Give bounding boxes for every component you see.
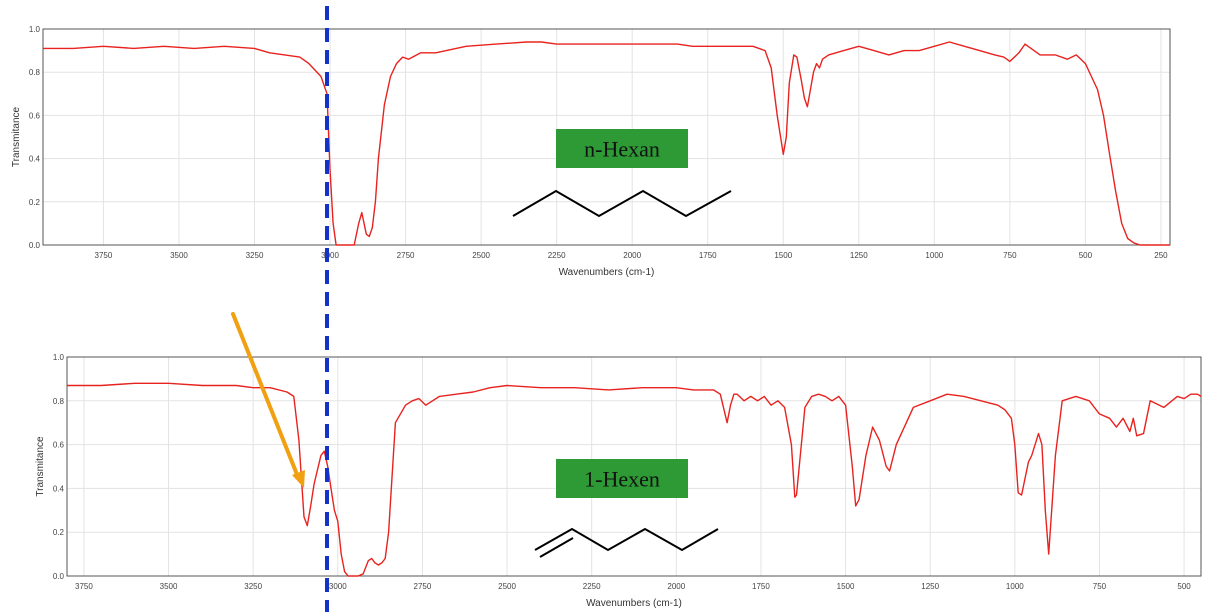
x-tick-label: 1750	[699, 251, 717, 260]
annotation-arrow-head	[292, 470, 305, 488]
plot-frame	[66, 356, 1202, 577]
x-tick-label: 3000	[321, 251, 339, 260]
x-tick-label: 3000	[329, 582, 347, 591]
compound-label-box	[556, 129, 688, 168]
spectrum-line	[67, 382, 1201, 577]
x-tick-label: 250	[1154, 251, 1168, 260]
y-tick-label: 0.8	[53, 397, 65, 406]
compound-label: n-Hexan	[584, 137, 660, 162]
y-tick-label: 0.4	[53, 484, 65, 493]
compound-label-box	[556, 459, 688, 498]
x-tick-label: 2500	[498, 582, 516, 591]
x-tick-label: 3500	[170, 251, 188, 260]
y-tick-label: 0.2	[53, 528, 65, 537]
plot-frame	[42, 28, 1171, 246]
x-tick-label: 2250	[583, 582, 601, 591]
x-tick-label: 3250	[244, 582, 262, 591]
x-tick-label: 3750	[75, 582, 93, 591]
x-tick-label: 1000	[1006, 582, 1024, 591]
y-tick-label: 0.8	[29, 68, 41, 77]
x-tick-label: 1500	[837, 582, 855, 591]
x-tick-label: 2250	[548, 251, 566, 260]
y-tick-label: 0.6	[29, 111, 41, 120]
x-tick-label: 750	[1093, 582, 1107, 591]
y-tick-label: 0.0	[53, 572, 65, 581]
y-axis-title: Transmitance	[11, 106, 22, 167]
x-tick-label: 1250	[921, 582, 939, 591]
x-tick-label: 1500	[774, 251, 792, 260]
x-tick-label: 2750	[397, 251, 415, 260]
n-hexan-spectrum-chart: 3750 3500 3250 3000 2750 2500 2250 2000 1750 1500…	[11, 25, 1171, 278]
x-tick-label: 500	[1177, 582, 1191, 591]
x-tick-label: 2500	[472, 251, 490, 260]
compound-label: 1-Hexen	[584, 467, 660, 492]
annotation-overlay	[231, 6, 330, 612]
1-hexen-spectrum-chart: 3750 3500 3250 3000 2750 2500 2250 2000 1750 1500…	[35, 353, 1202, 609]
x-tick-label: 3250	[246, 251, 264, 260]
x-tick-label: 750	[1003, 251, 1017, 260]
y-tick-label: 1.0	[29, 25, 41, 34]
x-axis-title: Wavenumbers (cm-1)	[586, 598, 682, 609]
x-tick-label: 3500	[160, 582, 178, 591]
n-hexan-structure	[512, 189, 732, 218]
x-tick-label: 2000	[667, 582, 685, 591]
y-tick-label: 0.0	[29, 241, 41, 250]
y-tick-label: 0.6	[53, 441, 65, 450]
x-tick-label: 3750	[95, 251, 113, 260]
spectrum-line	[43, 41, 1170, 246]
x-tick-label: 1000	[925, 251, 943, 260]
y-tick-label: 0.4	[29, 155, 41, 164]
1-hexen-structure	[534, 527, 719, 558]
x-tick-label: 1250	[850, 251, 868, 260]
x-axis-title: Wavenumbers (cm-1)	[559, 267, 655, 278]
x-tick-label: 2750	[414, 582, 432, 591]
y-tick-label: 1.0	[53, 353, 65, 362]
x-tick-label: 500	[1079, 251, 1093, 260]
annotation-arrow-shaft	[231, 312, 300, 479]
x-tick-label: 2000	[623, 251, 641, 260]
y-tick-label: 0.2	[29, 198, 41, 207]
x-tick-label: 1750	[752, 582, 770, 591]
y-axis-title: Transmitance	[35, 436, 46, 497]
